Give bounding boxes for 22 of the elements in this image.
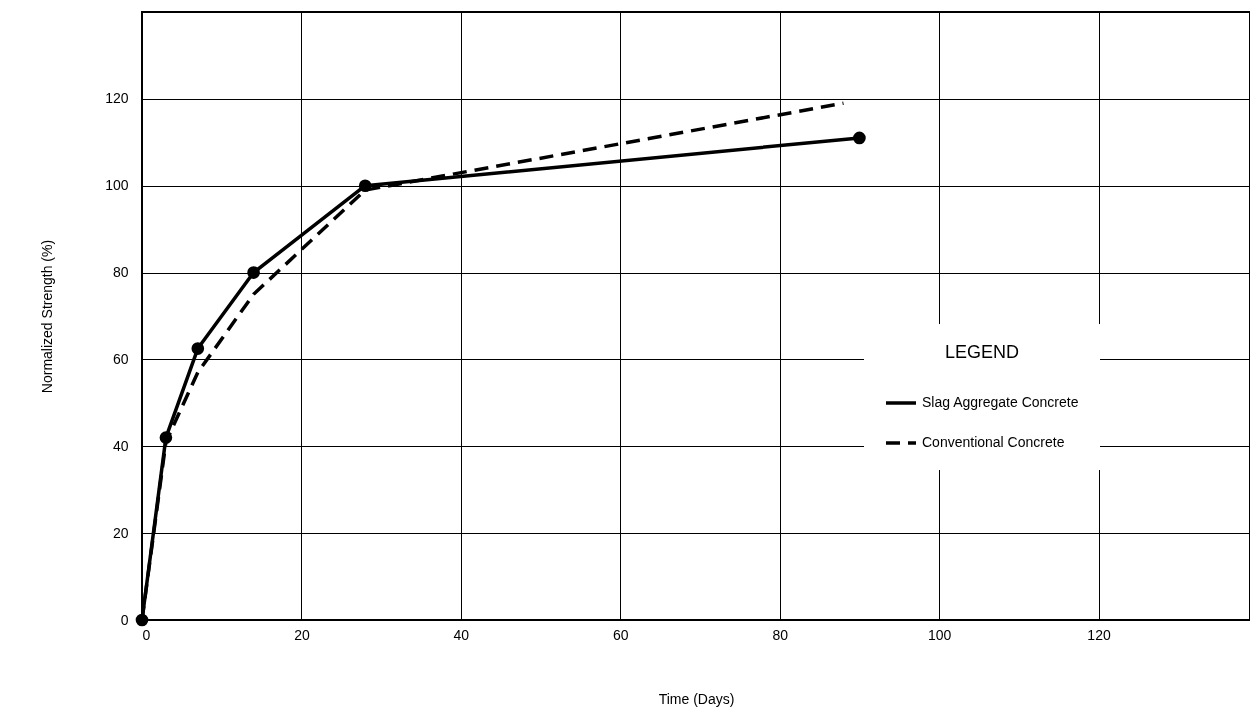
legend-label: Slag Aggregate Concrete (922, 394, 1079, 410)
y-tick-label: 60 (112, 350, 129, 367)
point (191, 342, 205, 355)
point (853, 131, 866, 145)
y-tick-label: 0 (120, 611, 129, 628)
y-tick-label: 20 (112, 524, 129, 541)
legend-label: Conventional Concrete (922, 434, 1065, 450)
y-tick-label: 100 (105, 177, 129, 194)
y-tick-label: 120 (105, 90, 129, 107)
x-axis-title: Time (Days) (658, 690, 735, 707)
x-tick-label: 20 (294, 626, 310, 643)
y-tick-label: 40 (112, 437, 129, 454)
x-tick-label: 0 (142, 626, 151, 643)
x-tick-label: 80 (772, 626, 789, 643)
point (247, 266, 260, 279)
x-tick-label: 120 (1087, 626, 1111, 643)
x-tick-label: 100 (927, 626, 952, 643)
x-tick-label: 60 (612, 626, 629, 643)
y-tick-label: 80 (112, 264, 129, 281)
legend-title: LEGEND (944, 342, 1020, 362)
x-tick-label: 40 (453, 626, 470, 643)
y-axis-title: Normalized Strength (%) (39, 239, 56, 394)
